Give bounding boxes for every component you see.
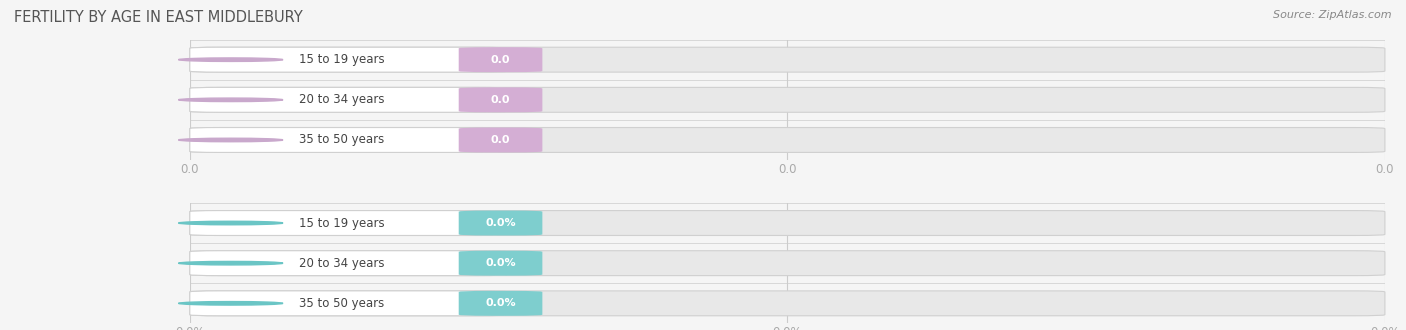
Text: 35 to 50 years: 35 to 50 years: [299, 297, 384, 310]
Circle shape: [179, 98, 283, 102]
Text: 0.0%: 0.0%: [485, 258, 516, 268]
FancyBboxPatch shape: [458, 211, 543, 236]
Circle shape: [179, 138, 283, 142]
FancyBboxPatch shape: [190, 251, 1385, 276]
Text: 0.0: 0.0: [491, 135, 510, 145]
Text: 35 to 50 years: 35 to 50 years: [299, 133, 384, 147]
Circle shape: [179, 261, 283, 265]
FancyBboxPatch shape: [190, 87, 506, 112]
FancyBboxPatch shape: [190, 127, 506, 152]
FancyBboxPatch shape: [190, 211, 506, 236]
FancyBboxPatch shape: [458, 291, 543, 316]
Text: 0.0: 0.0: [491, 55, 510, 65]
FancyBboxPatch shape: [458, 87, 543, 112]
Circle shape: [179, 58, 283, 61]
FancyBboxPatch shape: [190, 251, 506, 276]
FancyBboxPatch shape: [458, 127, 543, 152]
FancyBboxPatch shape: [190, 87, 1385, 112]
Text: Source: ZipAtlas.com: Source: ZipAtlas.com: [1274, 10, 1392, 20]
FancyBboxPatch shape: [190, 47, 506, 72]
Text: 20 to 34 years: 20 to 34 years: [299, 257, 385, 270]
FancyBboxPatch shape: [458, 47, 543, 72]
Text: 20 to 34 years: 20 to 34 years: [299, 93, 385, 106]
Text: 0.0%: 0.0%: [485, 218, 516, 228]
Text: 15 to 19 years: 15 to 19 years: [299, 216, 385, 230]
FancyBboxPatch shape: [190, 127, 1385, 152]
FancyBboxPatch shape: [190, 47, 1385, 72]
Circle shape: [179, 302, 283, 305]
Circle shape: [179, 221, 283, 225]
Text: 0.0: 0.0: [491, 95, 510, 105]
FancyBboxPatch shape: [190, 291, 1385, 316]
Text: FERTILITY BY AGE IN EAST MIDDLEBURY: FERTILITY BY AGE IN EAST MIDDLEBURY: [14, 10, 302, 25]
FancyBboxPatch shape: [458, 251, 543, 276]
FancyBboxPatch shape: [190, 291, 506, 316]
FancyBboxPatch shape: [190, 211, 1385, 236]
Text: 15 to 19 years: 15 to 19 years: [299, 53, 385, 66]
Text: 0.0%: 0.0%: [485, 298, 516, 308]
